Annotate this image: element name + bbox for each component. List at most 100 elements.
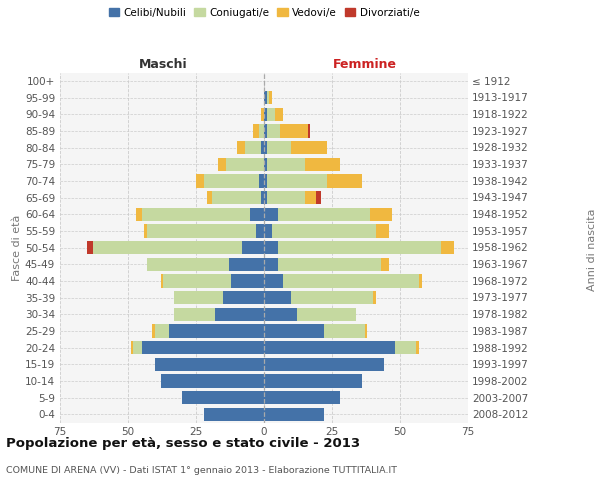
Bar (261, 108, 264, 121)
Text: Popolazione per età, sesso e stato civile - 2013: Popolazione per età, sesso e stato civil… (6, 438, 360, 450)
Bar (207, 191, 212, 204)
Bar (155, 324, 169, 338)
Bar (264, 291, 291, 304)
Bar (267, 108, 275, 121)
Bar (133, 341, 142, 354)
Bar (174, 291, 223, 304)
Bar (326, 174, 362, 188)
Bar (223, 291, 264, 304)
Bar (204, 174, 259, 188)
Bar (264, 308, 296, 321)
Bar (147, 224, 256, 237)
Bar (275, 108, 283, 121)
Legend: Celibi/Nubili, Coniugati/e, Vedovi/e, Divorziati/e: Celibi/Nubili, Coniugati/e, Vedovi/e, Di… (109, 8, 419, 18)
Bar (365, 324, 367, 338)
Bar (264, 241, 278, 254)
Bar (267, 158, 305, 171)
Bar (264, 391, 340, 404)
Bar (278, 241, 441, 254)
Bar (261, 191, 264, 204)
Bar (264, 191, 267, 204)
Bar (376, 224, 389, 237)
Bar (296, 308, 356, 321)
Bar (131, 341, 133, 354)
Y-axis label: Fasce di età: Fasce di età (12, 214, 22, 280)
Text: Maschi: Maschi (139, 58, 188, 71)
Bar (416, 341, 419, 354)
Bar (267, 91, 269, 104)
Bar (259, 174, 264, 188)
Bar (242, 241, 264, 254)
Bar (269, 91, 272, 104)
Text: COMUNE DI ARENA (VV) - Dati ISTAT 1° gennaio 2013 - Elaborazione TUTTITALIA.IT: COMUNE DI ARENA (VV) - Dati ISTAT 1° gen… (6, 466, 397, 475)
Bar (264, 274, 283, 287)
Bar (267, 174, 326, 188)
Bar (264, 174, 267, 188)
Bar (373, 291, 376, 304)
Bar (264, 91, 267, 104)
Bar (264, 258, 278, 271)
Bar (267, 124, 280, 138)
Bar (142, 208, 250, 221)
Bar (305, 158, 340, 171)
Bar (272, 224, 376, 237)
Bar (305, 191, 316, 204)
Bar (264, 108, 267, 121)
Bar (264, 208, 278, 221)
Bar (261, 141, 264, 154)
Bar (259, 124, 264, 138)
Bar (264, 224, 272, 237)
Bar (152, 324, 155, 338)
Bar (264, 124, 267, 138)
Bar (370, 208, 392, 221)
Bar (147, 258, 229, 271)
Bar (229, 258, 264, 271)
Bar (196, 174, 204, 188)
Bar (226, 158, 264, 171)
Bar (136, 208, 142, 221)
Bar (87, 241, 92, 254)
Bar (283, 274, 419, 287)
Bar (161, 374, 264, 388)
Bar (253, 124, 259, 138)
Bar (280, 124, 308, 138)
Bar (419, 274, 422, 287)
Bar (92, 241, 242, 254)
Bar (212, 191, 261, 204)
Bar (291, 291, 373, 304)
Bar (215, 308, 264, 321)
Bar (155, 358, 264, 371)
Text: Femmine: Femmine (332, 58, 397, 71)
Bar (264, 324, 324, 338)
Bar (308, 124, 310, 138)
Bar (264, 408, 324, 421)
Bar (264, 358, 383, 371)
Bar (237, 141, 245, 154)
Bar (142, 341, 264, 354)
Bar (316, 191, 321, 204)
Bar (218, 158, 226, 171)
Text: Anni di nascita: Anni di nascita (587, 209, 597, 291)
Bar (264, 141, 267, 154)
Bar (267, 191, 305, 204)
Bar (163, 274, 232, 287)
Bar (174, 308, 215, 321)
Bar (278, 208, 370, 221)
Bar (256, 224, 264, 237)
Bar (395, 341, 416, 354)
Bar (145, 224, 147, 237)
Bar (161, 274, 163, 287)
Bar (232, 274, 264, 287)
Bar (278, 258, 381, 271)
Bar (264, 374, 362, 388)
Bar (324, 324, 365, 338)
Bar (204, 408, 264, 421)
Bar (381, 258, 389, 271)
Bar (169, 324, 264, 338)
Bar (250, 208, 264, 221)
Bar (264, 341, 395, 354)
Bar (267, 141, 291, 154)
Bar (441, 241, 454, 254)
Bar (182, 391, 264, 404)
Bar (245, 141, 261, 154)
